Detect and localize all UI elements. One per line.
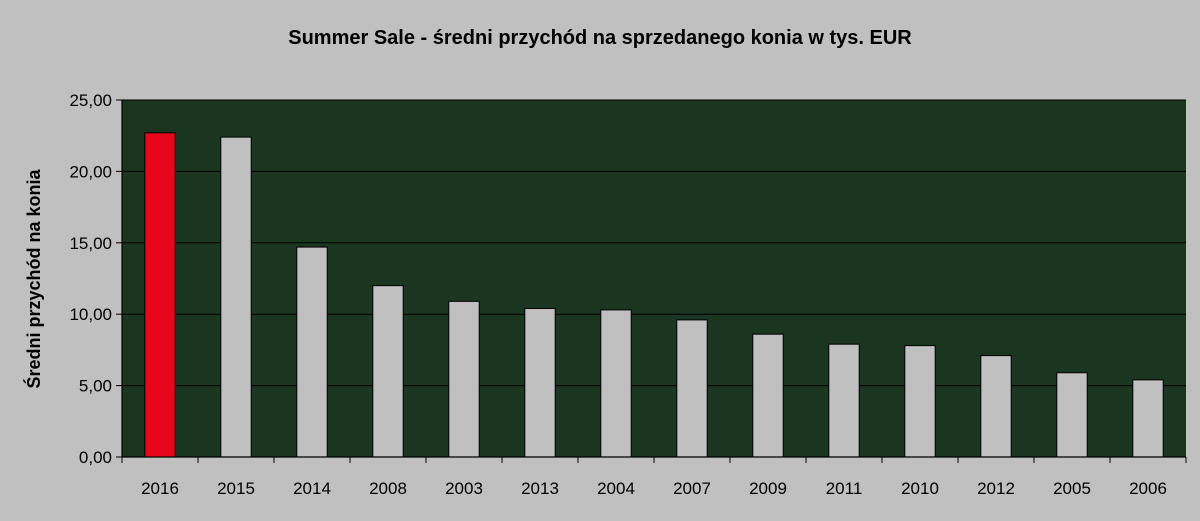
x-tick-label-2008: 2008	[369, 479, 407, 498]
x-tick-label-2007: 2007	[673, 479, 711, 498]
bar-2005	[1056, 372, 1088, 458]
bar-2012	[980, 355, 1012, 458]
bar-2015	[220, 136, 252, 458]
x-tick-label-2010: 2010	[901, 479, 939, 498]
x-tick-label-2014: 2014	[293, 479, 331, 498]
y-tick-label: 10,00	[69, 305, 112, 324]
bar-2006	[1132, 379, 1164, 458]
bar-2009	[752, 333, 784, 458]
x-tick-label-2006: 2006	[1129, 479, 1167, 498]
bar-2016	[144, 132, 176, 458]
y-tick-label: 20,00	[69, 162, 112, 181]
y-tick-label: 15,00	[69, 234, 112, 253]
x-tick-label-2009: 2009	[749, 479, 787, 498]
bar-2003	[448, 300, 480, 458]
y-tick-label: 0,00	[79, 448, 112, 467]
bar-2008	[372, 285, 404, 458]
axes	[116, 99, 1187, 463]
bar-2010	[904, 345, 936, 458]
x-tick-label-2016: 2016	[141, 479, 179, 498]
bar-2004	[600, 309, 632, 458]
x-tick-label-2015: 2015	[217, 479, 255, 498]
x-tick-label-2011: 2011	[826, 479, 863, 498]
bar-2007	[676, 319, 708, 458]
x-tick-label-2004: 2004	[597, 479, 635, 498]
bar-2014	[296, 246, 328, 458]
y-tick-label: 5,00	[79, 377, 112, 396]
bars	[144, 132, 1164, 458]
x-tick-label-2012: 2012	[977, 479, 1015, 498]
x-tick-label-2005: 2005	[1053, 479, 1091, 498]
y-tick-labels: 0,00 5,00 10,00 15,00 20,00 25,00	[69, 91, 112, 467]
plot-area	[122, 100, 1186, 457]
bar-2011	[828, 343, 860, 458]
x-tick-labels: 2016 2015 2014 2008 2003 2013 2004 2007 2009 2011…	[141, 479, 1167, 498]
bar-2013	[524, 307, 556, 458]
x-tick-label-2013: 2013	[521, 479, 559, 498]
x-tick-label-2003: 2003	[445, 479, 483, 498]
y-tick-label: 25,00	[69, 91, 112, 110]
chart-title: Summer Sale - średni przychód na sprzeda…	[288, 27, 912, 49]
y-axis-label: Średni przychód na konia	[23, 168, 44, 388]
